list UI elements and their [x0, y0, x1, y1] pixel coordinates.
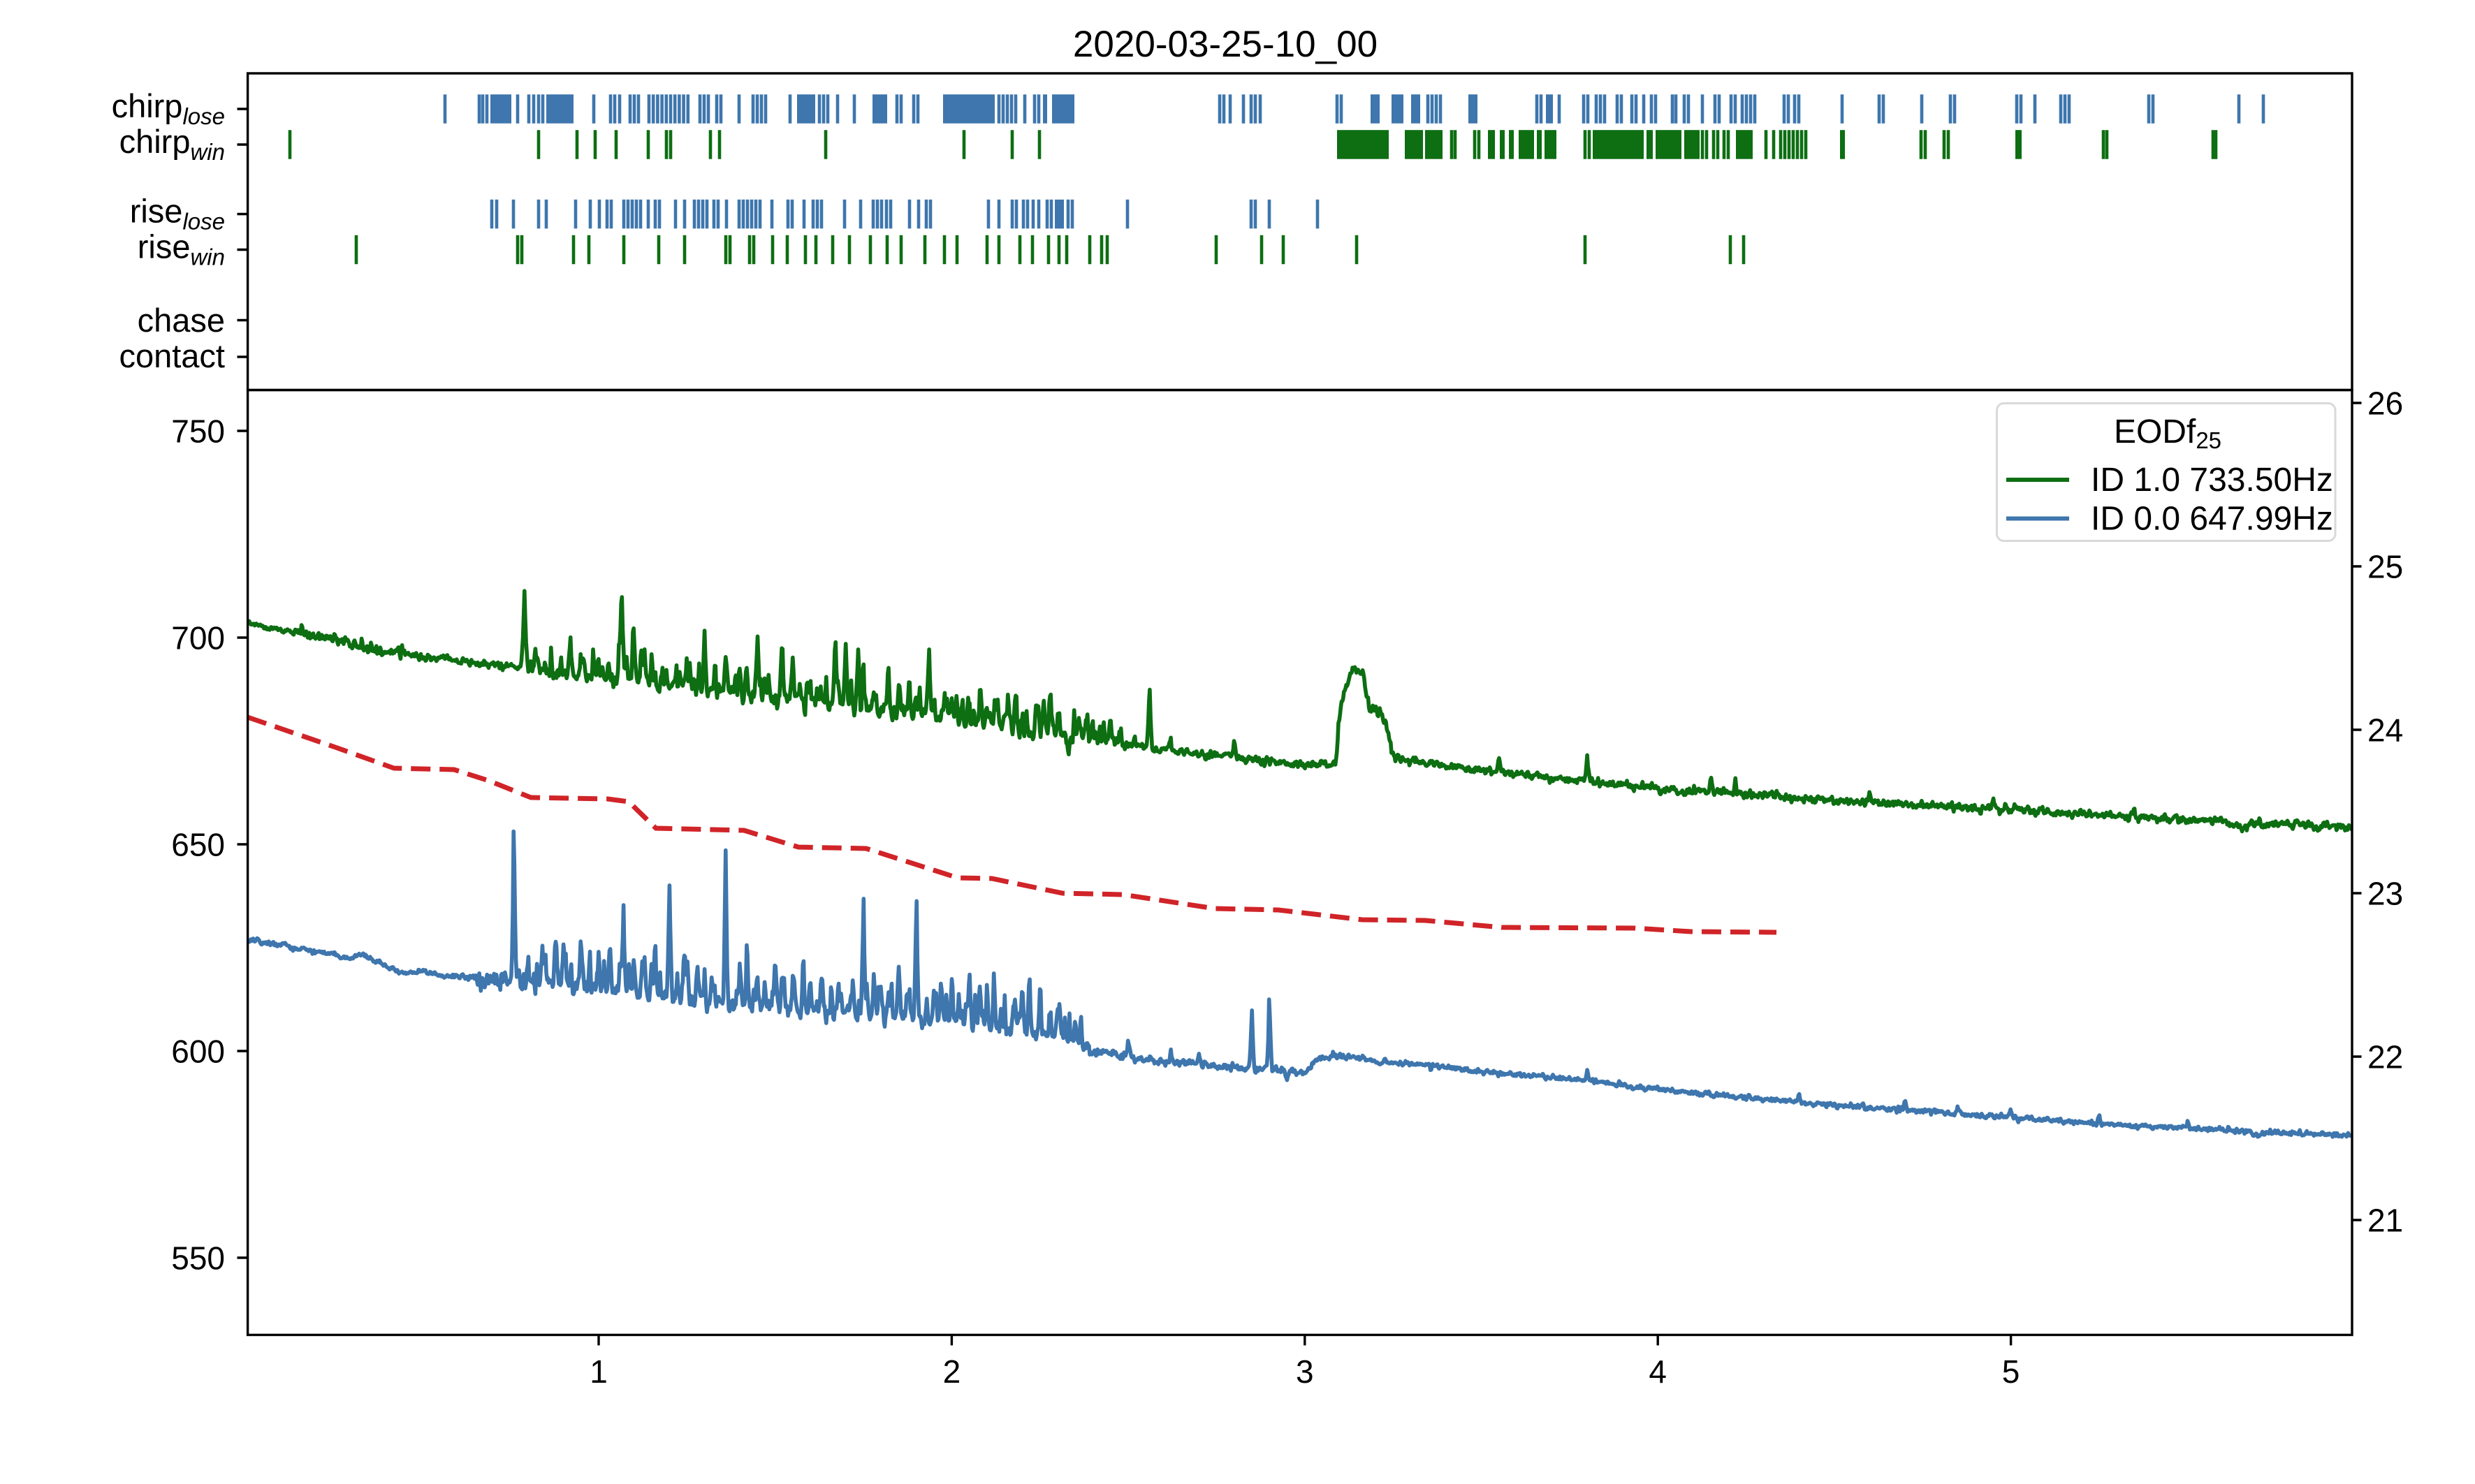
svg-text:5: 5	[2002, 1353, 2020, 1390]
svg-text:EODf25: EODf25	[2114, 413, 2221, 453]
svg-text:650: 650	[171, 827, 225, 863]
svg-text:600: 600	[171, 1034, 225, 1070]
svg-text:ID 0.0 647.99Hz: ID 0.0 647.99Hz	[2091, 501, 2333, 538]
svg-text:550: 550	[171, 1240, 225, 1277]
svg-text:contact: contact	[119, 337, 225, 374]
svg-text:3: 3	[1296, 1353, 1314, 1390]
svg-text:2: 2	[943, 1353, 961, 1390]
svg-text:24: 24	[2367, 712, 2403, 749]
svg-text:25: 25	[2367, 549, 2403, 585]
svg-text:4: 4	[1649, 1353, 1667, 1390]
svg-text:22: 22	[2367, 1039, 2403, 1075]
svg-text:2020-03-25-10_00: 2020-03-25-10_00	[1073, 24, 1378, 65]
svg-text:chirpwin: chirpwin	[119, 123, 225, 165]
svg-text:23: 23	[2367, 876, 2403, 912]
svg-text:ID 1.0 733.50Hz: ID 1.0 733.50Hz	[2091, 462, 2333, 499]
svg-text:chase: chase	[138, 302, 225, 339]
svg-text:1: 1	[590, 1353, 608, 1390]
svg-text:21: 21	[2367, 1203, 2403, 1239]
svg-text:700: 700	[171, 620, 225, 656]
svg-text:750: 750	[171, 413, 225, 450]
svg-text:26: 26	[2367, 385, 2403, 422]
